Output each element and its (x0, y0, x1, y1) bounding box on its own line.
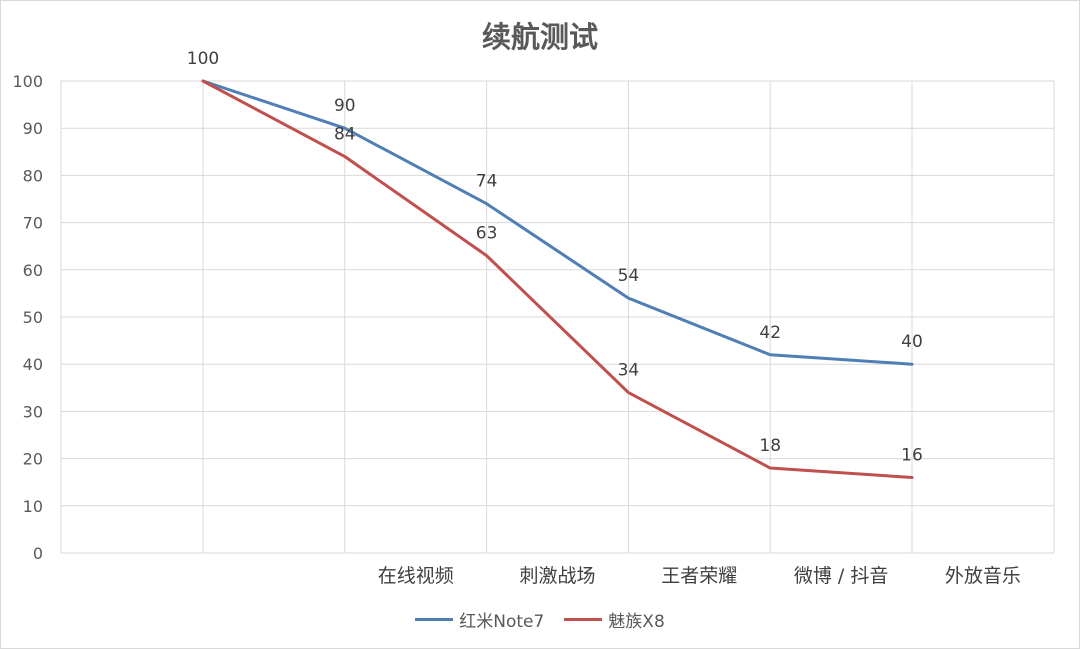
x-tick-label: 刺激战场 (519, 565, 595, 587)
legend-label-series-2: 魅族X8 (608, 611, 665, 632)
legend-label-series-1: 红米Note7 (459, 611, 545, 632)
x-tick-label: 微博 / 抖音 (794, 565, 888, 587)
y-tick-label: 0 (33, 544, 43, 563)
legend-item-series-1: 红米Note7 (415, 607, 544, 632)
data-label-series-2: 18 (759, 436, 781, 456)
series-line-1 (201, 79, 914, 366)
chart-title: 续航测试 (481, 20, 598, 54)
x-tick-label: 王者荣耀 (661, 565, 737, 587)
legend-item-series-2: 魅族X8 (564, 607, 665, 632)
y-tick-label: 80 (23, 166, 43, 185)
data-label-series-1: 40 (901, 332, 923, 352)
data-label-series-1: 90 (334, 96, 356, 116)
y-tick-label: 100 (12, 72, 43, 91)
y-tick-label: 50 (23, 308, 43, 327)
data-label-series-1: 74 (476, 172, 498, 192)
data-label-series-2: 16 (901, 445, 923, 465)
data-label-series-2: 34 (618, 361, 640, 381)
y-tick-label: 70 (23, 214, 43, 233)
legend-swatch-series-2 (564, 617, 603, 621)
data-label-series-1: 42 (759, 323, 781, 343)
data-label-series-2: 84 (334, 125, 356, 145)
y-tick-label: 10 (23, 497, 43, 516)
x-tick-label: 外放音乐 (945, 565, 1021, 587)
y-tick-label: 90 (23, 119, 43, 138)
y-tick-label: 30 (23, 402, 43, 421)
series-line-2 (201, 79, 914, 479)
data-label-series-1: 54 (618, 266, 640, 286)
x-tick-label: 在线视频 (378, 565, 454, 587)
y-tick-label: 20 (23, 450, 43, 469)
y-tick-label: 60 (23, 261, 43, 280)
data-label-series-2: 63 (476, 224, 498, 244)
y-tick-label: 40 (23, 355, 43, 374)
data-label-series-1: 100 (187, 49, 219, 69)
legend-swatch-series-1 (415, 617, 454, 621)
legend: 红米Note7 魅族X8 (0, 606, 1080, 632)
